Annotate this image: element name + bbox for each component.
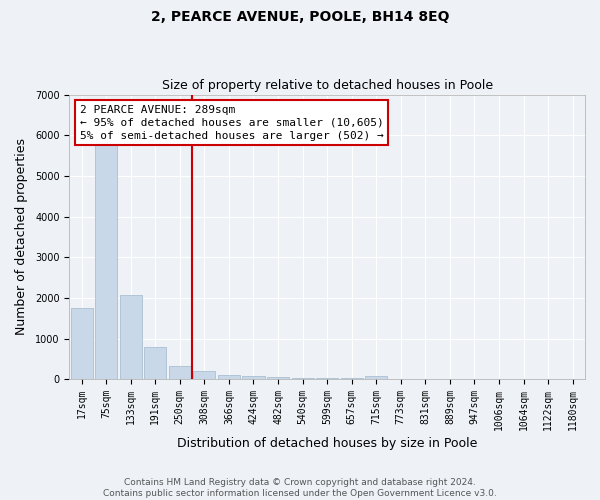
Bar	[144, 348, 166, 379]
Bar	[316, 378, 338, 379]
Bar	[341, 378, 363, 379]
Title: Size of property relative to detached houses in Poole: Size of property relative to detached ho…	[161, 79, 493, 92]
Bar	[95, 146, 117, 379]
Bar	[71, 308, 92, 379]
Text: 2, PEARCE AVENUE, POOLE, BH14 8EQ: 2, PEARCE AVENUE, POOLE, BH14 8EQ	[151, 10, 449, 24]
X-axis label: Distribution of detached houses by size in Poole: Distribution of detached houses by size …	[177, 437, 478, 450]
Bar	[292, 378, 314, 379]
Text: 2 PEARCE AVENUE: 289sqm
← 95% of detached houses are smaller (10,605)
5% of semi: 2 PEARCE AVENUE: 289sqm ← 95% of detache…	[80, 104, 383, 141]
Bar	[365, 376, 388, 379]
Bar	[242, 376, 265, 379]
Bar	[193, 371, 215, 379]
Bar	[119, 296, 142, 379]
Bar	[267, 377, 289, 379]
Y-axis label: Number of detached properties: Number of detached properties	[15, 138, 28, 336]
Bar	[169, 366, 191, 379]
Text: Contains HM Land Registry data © Crown copyright and database right 2024.
Contai: Contains HM Land Registry data © Crown c…	[103, 478, 497, 498]
Bar	[218, 375, 240, 379]
